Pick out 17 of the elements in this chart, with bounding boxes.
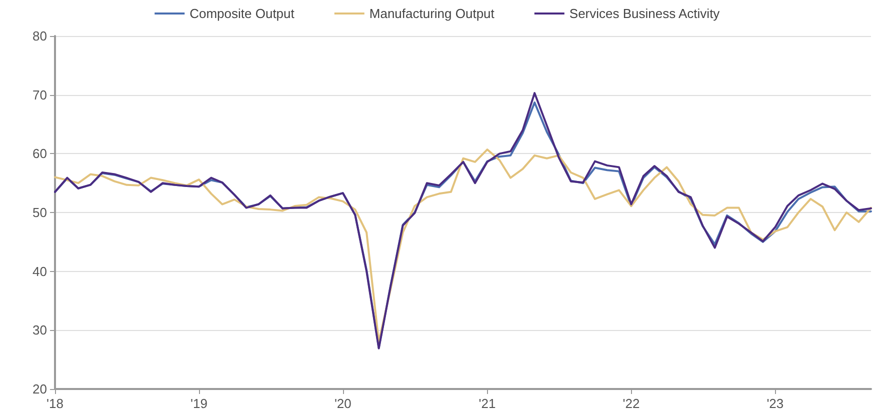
y-tick-label: 30 [32, 322, 47, 338]
x-tick-label: '23 [766, 396, 784, 411]
y-tick-label: 20 [32, 382, 47, 396]
legend-label: Services Business Activity [569, 6, 720, 21]
y-tick-label: 50 [32, 205, 47, 220]
x-tick-label: '20 [334, 396, 352, 411]
y-tick-label: 40 [32, 264, 47, 279]
legend-label: Manufacturing Output [369, 6, 495, 21]
y-tick-label: 80 [32, 28, 47, 44]
y-tick-label: 70 [32, 87, 47, 102]
legend-label: Composite Output [190, 6, 295, 21]
x-tick-label: '18 [46, 396, 64, 411]
x-tick-label: '21 [478, 396, 496, 411]
y-tick-label: 60 [32, 146, 47, 162]
line-series [54, 148, 872, 343]
x-tick-label: '19 [190, 396, 208, 411]
x-tick-label: '22 [622, 396, 640, 411]
